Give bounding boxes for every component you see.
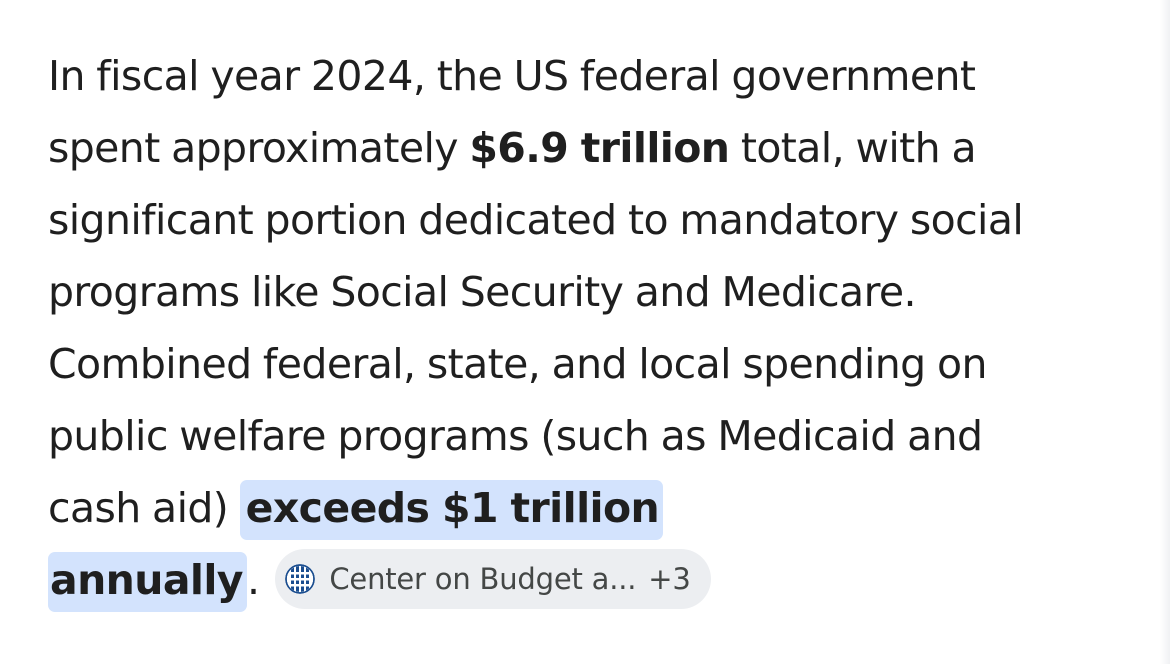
answer-line-2: spent approximately $6.9 trillion total,… xyxy=(48,112,1158,184)
answer-line-8: annually. Center on Budget a... +3 xyxy=(48,544,1158,616)
source-chip-more-count: +3 xyxy=(648,562,691,596)
answer-line-5: Combined federal, state, and local spend… xyxy=(48,340,987,388)
answer-text-segment: . xyxy=(246,556,260,604)
answer-line-7: cash aid) exceeds $1 trillion xyxy=(48,472,1158,544)
answer-text-segment: cash aid) xyxy=(48,484,240,532)
answer-text-segment: spent approximately xyxy=(48,124,470,172)
answer-line-1: In fiscal year 2024, the US federal gove… xyxy=(48,52,976,100)
ai-answer-text: In fiscal year 2024, the US federal gove… xyxy=(48,40,1158,616)
source-chip-label: Center on Budget a... xyxy=(329,562,637,596)
answer-line-6: public welfare programs (such as Medicai… xyxy=(48,412,983,460)
globe-favicon-icon xyxy=(285,564,316,594)
answer-line-4: programs like Social Security and Medica… xyxy=(48,268,917,316)
source-citation-chip[interactable]: Center on Budget a... +3 xyxy=(275,549,711,609)
highlighted-claim-continued[interactable]: annually xyxy=(48,552,247,612)
answer-line-3: significant portion dedicated to mandato… xyxy=(48,196,1024,244)
scroll-edge-shadow xyxy=(1160,0,1170,664)
answer-text-segment: total, with a xyxy=(729,124,977,172)
bold-figure-total-spending: $6.9 trillion xyxy=(469,124,730,172)
highlighted-claim[interactable]: exceeds $1 trillion xyxy=(239,480,664,540)
